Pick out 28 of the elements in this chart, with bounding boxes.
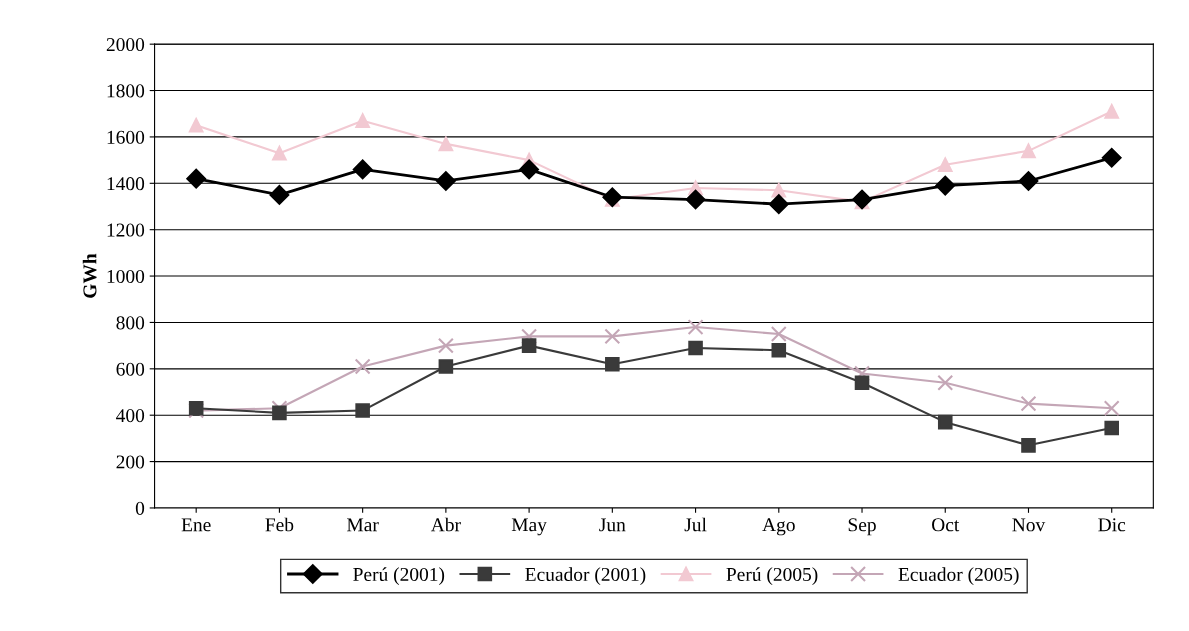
x-tick-label: Mar — [347, 518, 379, 532]
x-tick-label: Dic — [1098, 518, 1126, 532]
legend-label: Ecuador (2005) — [898, 567, 1019, 585]
y-tick-label: 400 — [116, 409, 145, 423]
legend-label: Perú (2001) — [353, 567, 445, 585]
legend-label: Ecuador (2001) — [525, 567, 646, 585]
y-tick-label: 1600 — [107, 130, 145, 144]
y-tick-label: 0 — [135, 501, 145, 515]
legend-label: Perú (2005) — [726, 567, 818, 585]
x-tick-label: Jul — [684, 517, 707, 532]
y-tick-label: 1200 — [107, 223, 145, 237]
y-tick-label: 800 — [116, 316, 145, 330]
y-tick-label: 600 — [116, 362, 145, 376]
x-tick-label: Jun — [599, 518, 626, 532]
x-tick-label: Abr — [430, 517, 461, 532]
y-axis-title: GWh — [82, 253, 97, 298]
x-tick-label: May — [511, 518, 547, 536]
x-tick-label: Ene — [181, 518, 211, 532]
y-tick-label: 2000 — [106, 37, 145, 52]
y-tick-label: 1000 — [107, 269, 145, 283]
x-tick-label: Sep — [848, 518, 876, 536]
y-tick-label: 200 — [116, 455, 145, 469]
y-tick-label: 1800 — [107, 84, 145, 98]
x-tick-label: Feb — [265, 517, 294, 532]
x-tick-label: Nov — [1012, 518, 1046, 532]
x-tick-label: Oct — [932, 518, 960, 532]
x-tick-label: Ago — [762, 518, 795, 536]
y-tick-label: 1400 — [107, 177, 145, 191]
